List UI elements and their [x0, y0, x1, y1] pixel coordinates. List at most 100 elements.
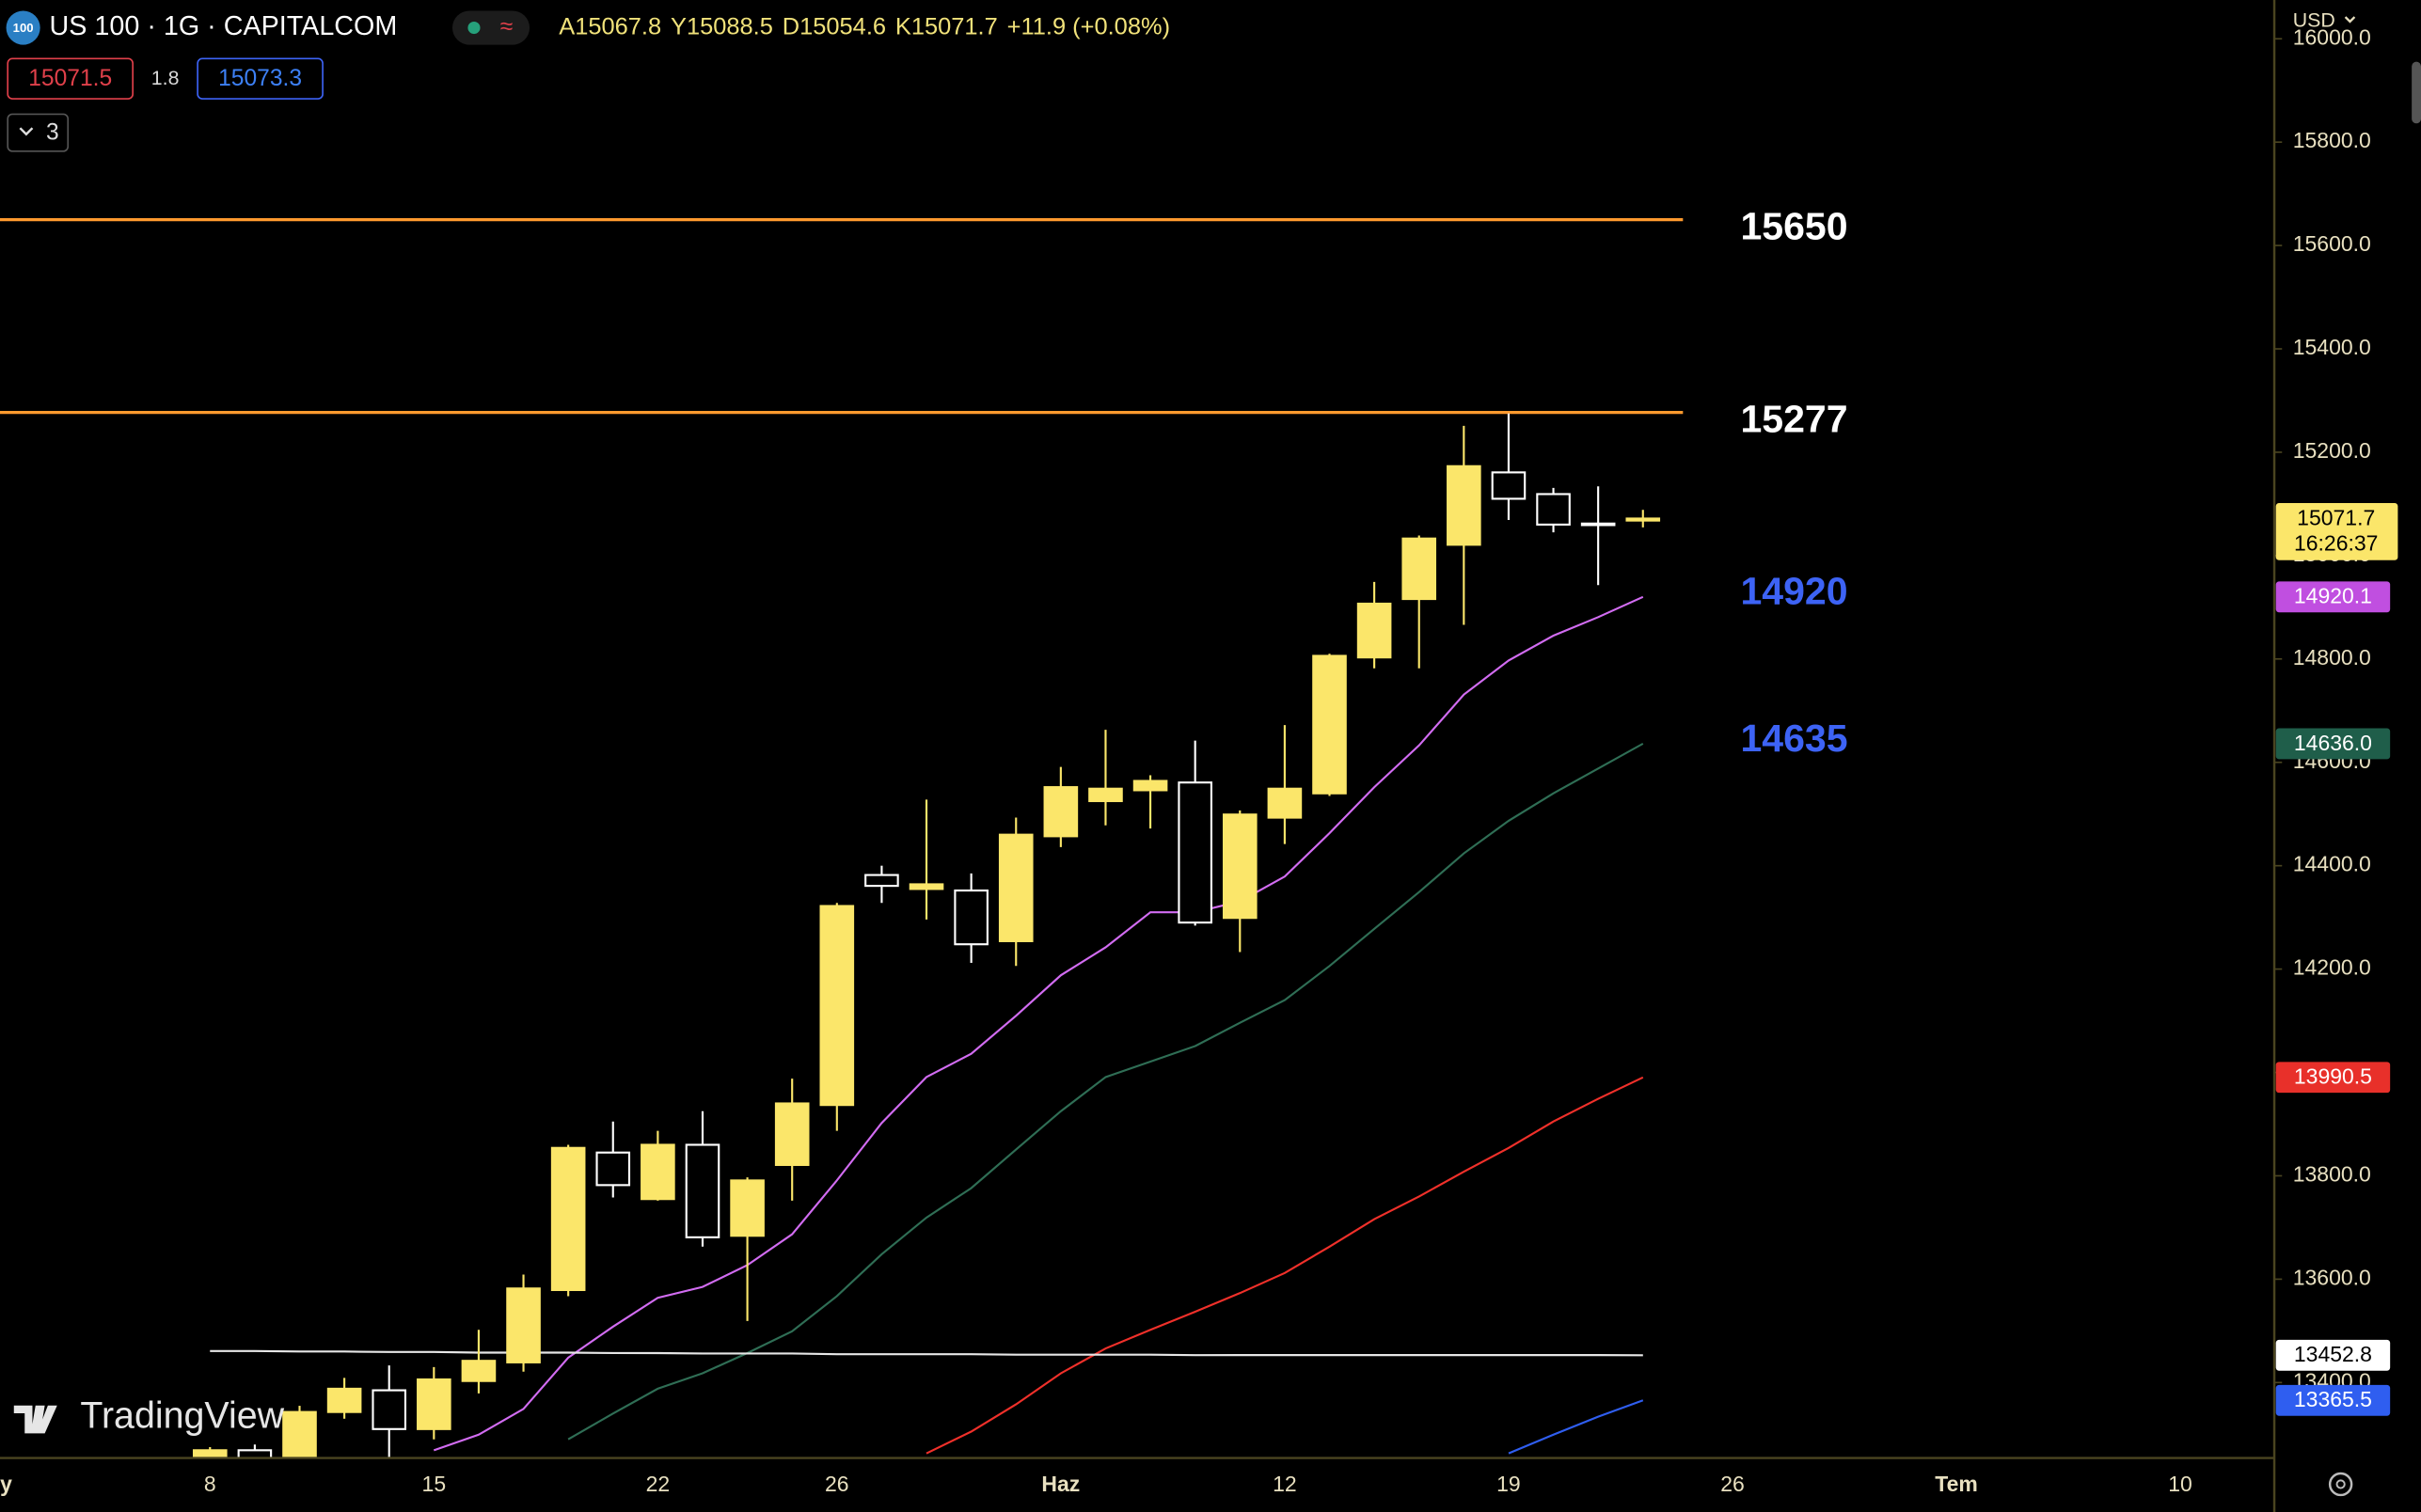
spread: 1.8	[151, 67, 180, 89]
y-tick-label: 15400.0	[2293, 335, 2371, 359]
symbol-icon	[6, 10, 40, 45]
price-badge-label: 14920.1	[2294, 584, 2372, 608]
candle-body	[1356, 602, 1392, 659]
status-pill[interactable]	[451, 10, 530, 45]
settings-icon[interactable]	[2328, 1472, 2353, 1497]
x-tick-label: 12	[1273, 1472, 1297, 1496]
candle-body	[192, 1449, 228, 1458]
candle-body	[1267, 787, 1303, 819]
level-label: 15650	[1740, 204, 1847, 247]
price-badge	[2275, 1339, 2391, 1371]
brand-logo	[13, 1405, 57, 1434]
y-tick-label: 15200.0	[2293, 438, 2371, 463]
countdown: 16:26:37	[2294, 530, 2378, 555]
last-price: 15071.7	[2297, 505, 2375, 529]
y-tick-label: 13600.0	[2293, 1265, 2371, 1289]
buy-price[interactable]: 15073.3	[218, 66, 302, 91]
candle-body	[550, 1146, 586, 1292]
y-tick-label: 16000.0	[2293, 24, 2371, 49]
price-badge	[2275, 1384, 2391, 1416]
y-tick-label: 14400.0	[2293, 852, 2371, 876]
candle-body	[595, 1151, 631, 1187]
candle-body	[1580, 522, 1616, 527]
x-tick-label: Haz	[1041, 1472, 1080, 1496]
x-tick-label: 15	[422, 1472, 447, 1496]
ma-line	[926, 1076, 1644, 1455]
candle-body	[998, 833, 1034, 942]
price-badge	[2275, 1062, 2391, 1094]
candle-body	[1625, 517, 1661, 522]
level-label: 14920	[1740, 569, 1847, 612]
candle-body	[730, 1179, 765, 1237]
legend-value: 15088.5	[687, 13, 773, 39]
price-badge	[2275, 581, 2391, 613]
legend-key: A	[559, 13, 575, 39]
last-price-badge	[2275, 503, 2398, 560]
price-badge-label: 13365.5	[2294, 1387, 2372, 1411]
candle-body	[326, 1387, 362, 1413]
price-badge-label: 13990.5	[2294, 1064, 2372, 1089]
candle-body	[685, 1143, 720, 1238]
level-label: 14635	[1740, 717, 1847, 760]
market-status	[467, 21, 481, 35]
plot-area	[0, 217, 1684, 1458]
candle-body	[819, 905, 855, 1107]
indicator-count[interactable]: 3	[46, 119, 59, 145]
legend-key: Y	[671, 13, 687, 39]
status-icon: ≈	[500, 14, 514, 39]
candle-body	[864, 874, 899, 888]
scrollbar[interactable]	[2412, 61, 2421, 124]
x-tick-label: y	[0, 1472, 12, 1496]
y-tick-label: 15600.0	[2293, 231, 2371, 256]
price-badge	[2275, 728, 2391, 760]
candle-body	[372, 1389, 407, 1430]
level-label: 15277	[1740, 397, 1847, 440]
ma-line	[210, 1349, 1643, 1357]
x-tick-label: 26	[1720, 1472, 1745, 1496]
candle-body	[1312, 654, 1347, 795]
currency-chevron	[2344, 16, 2356, 24]
settings-icon-core	[2335, 1479, 2346, 1489]
candle-body	[1088, 787, 1123, 803]
y-tick-label: 14800.0	[2293, 645, 2371, 669]
candle-body	[641, 1143, 675, 1201]
candle-body	[1447, 465, 1481, 546]
candle-body	[282, 1410, 317, 1458]
legend-value: 15071.7	[911, 13, 998, 39]
legend-key: K	[895, 13, 911, 39]
candle-body	[1222, 813, 1258, 920]
x-tick-label: 22	[646, 1472, 671, 1496]
buy-button[interactable]	[197, 57, 324, 100]
sell-price[interactable]: 15071.5	[28, 66, 112, 91]
x-tick-label: 26	[825, 1472, 849, 1496]
currency[interactable]: USD	[2293, 9, 2335, 32]
price-badge-label: 13452.8	[2294, 1342, 2372, 1366]
y-tick-label: 13800.0	[2293, 1162, 2371, 1187]
candle-body	[1043, 786, 1079, 838]
brand: TradingView	[80, 1394, 284, 1436]
x-tick-label: 10	[2168, 1472, 2192, 1496]
sell-button[interactable]	[7, 57, 134, 100]
candle-body	[1536, 493, 1571, 526]
chevron	[19, 127, 34, 136]
y-tick-label: 15800.0	[2293, 128, 2371, 152]
symbol-title[interactable]: US 100 · 1G · CAPITALCOM	[50, 11, 398, 41]
candle-body	[506, 1287, 541, 1363]
legend-value: 15067.8	[575, 13, 661, 39]
candle-body	[909, 883, 944, 890]
x-tick-label: Tem	[1935, 1472, 1978, 1496]
x-tick-label: 8	[204, 1472, 216, 1496]
ma-line	[1508, 1399, 1644, 1455]
ohlc-legend: A15067.8 Y15088.5 D15054.6 K15071.7 +11.9 (+…	[559, 13, 1170, 39]
candle-body	[954, 889, 989, 946]
indicator-toggle[interactable]	[7, 113, 70, 152]
legend-key: D	[783, 13, 799, 39]
candle-body	[1491, 471, 1527, 500]
candle-body	[1132, 780, 1168, 792]
candle-body	[417, 1378, 451, 1430]
candle-body	[1401, 537, 1437, 601]
legend-change: +11.9 (+0.08%)	[1007, 13, 1170, 39]
